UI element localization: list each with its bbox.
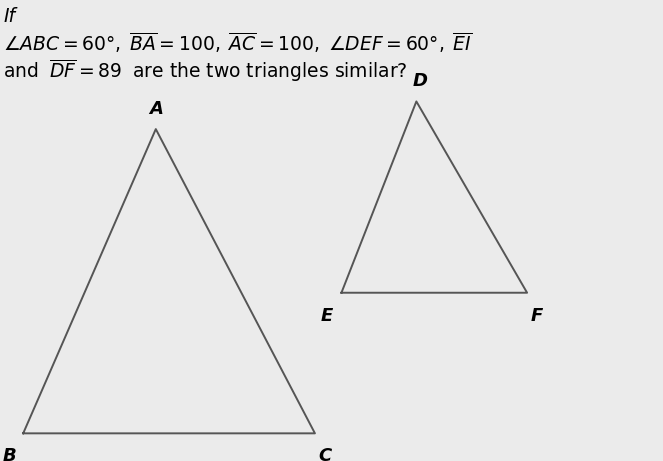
Text: A: A xyxy=(149,100,162,118)
Text: B: B xyxy=(3,447,17,461)
Text: F: F xyxy=(531,307,543,325)
Text: E: E xyxy=(321,307,333,325)
Text: If: If xyxy=(3,7,15,26)
Text: and $\;\overline{DF} = 89\;$ are the two triangles similar?: and $\;\overline{DF} = 89\;$ are the two… xyxy=(3,58,408,84)
Text: D: D xyxy=(412,72,427,90)
Text: $\angle ABC = 60°,\; \overline{BA} = 100,\; \overline{AC} = 100,\; \angle DEF = : $\angle ABC = 60°,\; \overline{BA} = 100… xyxy=(3,30,473,54)
Text: C: C xyxy=(318,447,332,461)
